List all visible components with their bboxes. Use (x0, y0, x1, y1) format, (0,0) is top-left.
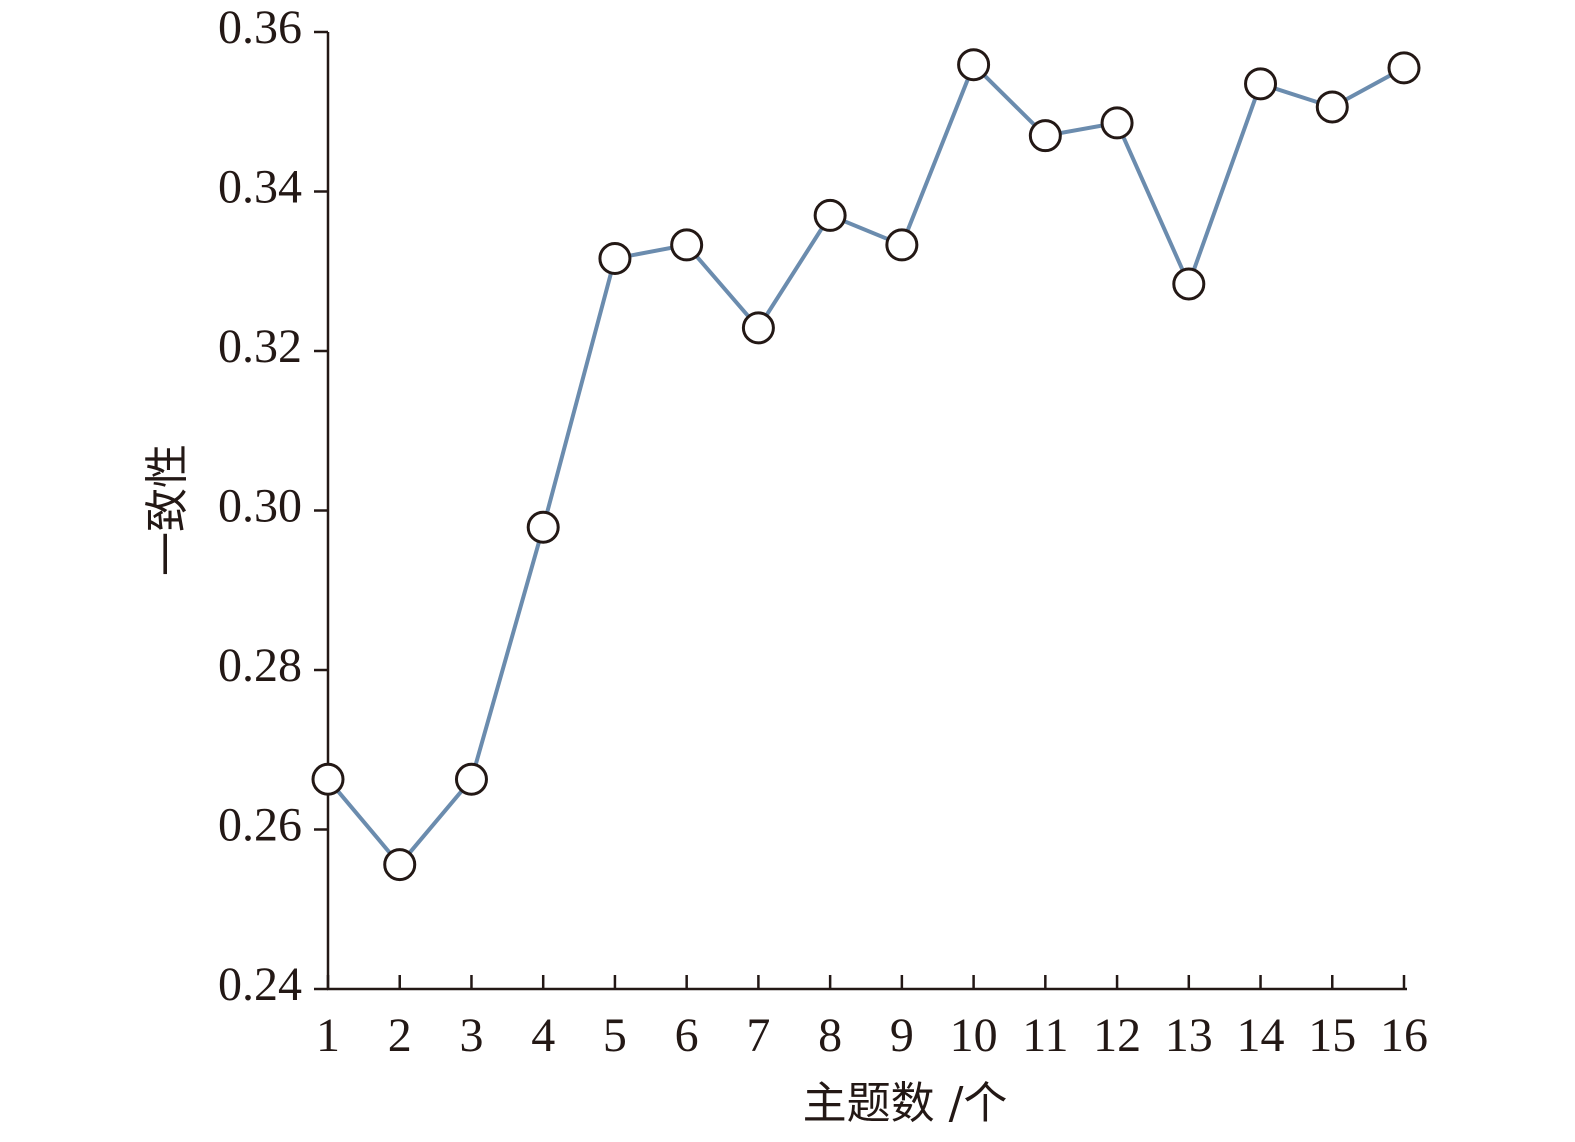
data-point (383, 848, 417, 882)
data-point (957, 48, 991, 82)
axes (326, 32, 1407, 991)
x-tick-label: 3 (459, 1009, 483, 1062)
y-tick-label: 0.30 (218, 480, 302, 533)
x-tick-label: 8 (818, 1009, 842, 1062)
data-point (1387, 51, 1421, 85)
y-tick-label: 0.34 (218, 161, 302, 214)
y-tick-label: 0.24 (218, 958, 302, 1011)
data-point (1028, 119, 1062, 153)
y-tick-label: 0.32 (218, 320, 302, 373)
series-line (326, 61, 1405, 868)
x-tick-label: 12 (1093, 1009, 1141, 1062)
series-group (326, 61, 1405, 868)
points-group (311, 48, 1421, 882)
data-point (311, 762, 345, 796)
x-tick-label: 16 (1380, 1009, 1428, 1062)
x-tick-label: 10 (950, 1009, 998, 1062)
x-tick-label: 4 (531, 1009, 555, 1062)
data-point (741, 311, 775, 345)
x-ticks: 1 2 3 4 5 6 7 8 9 10 11 12 13 14 15 16 (316, 975, 1428, 1062)
x-tick-label: 1 (316, 1009, 340, 1062)
y-tick-label: 0.26 (218, 799, 302, 852)
x-axis-title: 主题数 /个 (803, 1078, 1008, 1129)
x-tick-label: 6 (675, 1009, 699, 1062)
data-point (526, 510, 560, 544)
data-point (1315, 90, 1349, 124)
x-tick-label: 5 (603, 1009, 627, 1062)
data-point (885, 228, 919, 262)
y-tick-label: 0.36 (218, 1, 302, 54)
y-tick-label: 0.28 (218, 639, 302, 692)
x-tick-label: 2 (388, 1009, 412, 1062)
data-point (598, 241, 632, 275)
x-tick-label: 14 (1237, 1009, 1285, 1062)
y-axis-title: 一致性 (142, 444, 193, 576)
x-tick-label: 9 (890, 1009, 914, 1062)
data-point (813, 198, 847, 232)
data-point (454, 762, 488, 796)
data-point (1100, 106, 1134, 140)
y-ticks: 0.24 0.26 0.28 0.30 0.32 0.34 0.36 (218, 1, 328, 1011)
x-tick-label: 13 (1165, 1009, 1213, 1062)
data-point (1244, 67, 1278, 101)
x-tick-label: 7 (746, 1009, 770, 1062)
x-tick-label: 15 (1308, 1009, 1356, 1062)
x-tick-label: 11 (1022, 1009, 1068, 1062)
data-point (670, 228, 704, 262)
data-point (1172, 267, 1206, 301)
